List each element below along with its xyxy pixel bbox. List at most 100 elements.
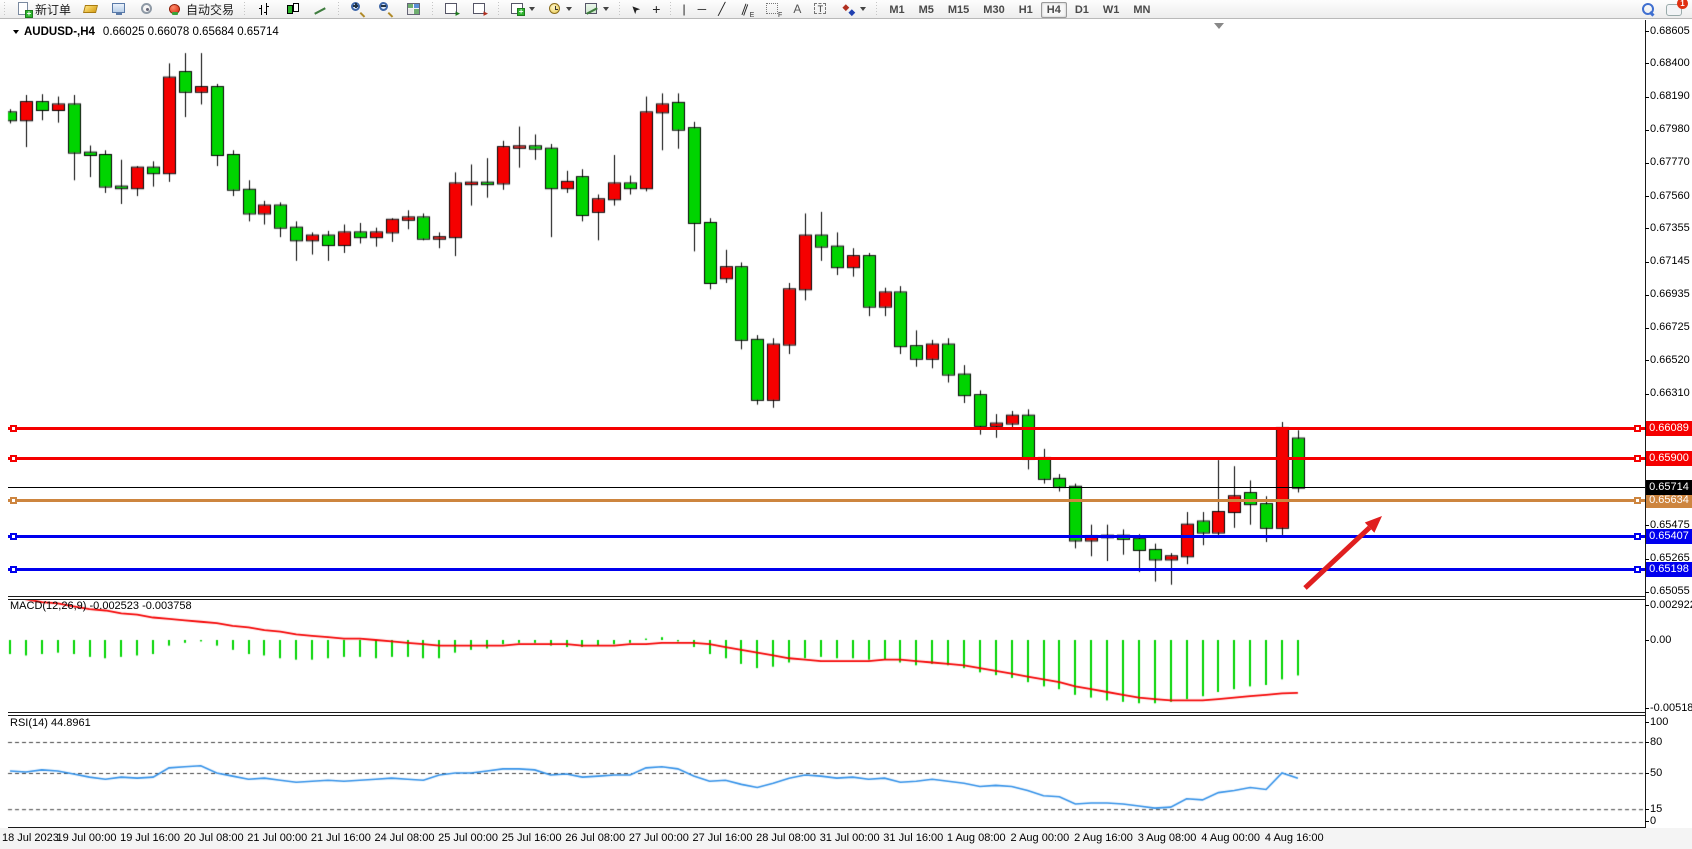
text-label-tool-button[interactable]: T xyxy=(808,1,834,18)
axis-tick xyxy=(1645,228,1649,230)
line-handle-resistance-2[interactable] xyxy=(10,454,17,462)
horizontal-line-tool-button[interactable]: ─ xyxy=(693,1,712,18)
tile-windows-button[interactable] xyxy=(401,1,427,18)
trend-arrow-annotation[interactable] xyxy=(0,20,1692,849)
time-axis-label: 27 Jul 00:00 xyxy=(628,832,689,844)
market-watch-button[interactable] xyxy=(78,1,104,18)
hline-support-1[interactable] xyxy=(8,534,1645,538)
candlestick-chart-button[interactable] xyxy=(279,1,305,18)
fibonacci-tool-button[interactable]: F xyxy=(760,1,786,19)
price-axis-label: 0.67145 xyxy=(1650,255,1690,268)
time-axis-label: 18 Jul 2023 xyxy=(2,832,59,844)
timeframe-button-m15[interactable]: M15 xyxy=(947,4,970,16)
equidistant-channel-tool-button[interactable]: ∥ E xyxy=(732,1,758,19)
new-order-button[interactable]: + 新订单 xyxy=(11,1,76,18)
price-tag-resistance-2: 0.65900 xyxy=(1646,450,1692,466)
time-axis[interactable] xyxy=(0,828,1692,849)
zoom-in-icon xyxy=(350,1,366,17)
axis-tick xyxy=(1645,525,1649,527)
auto-trading-icon xyxy=(167,1,183,17)
timeframe-button-m5[interactable]: M5 xyxy=(918,4,934,16)
time-axis-label: 25 Jul 16:00 xyxy=(501,832,562,844)
axis-tick xyxy=(1645,605,1649,606)
chevron-down-icon xyxy=(566,7,573,11)
vertical-line-tool-button[interactable]: | xyxy=(677,1,690,18)
timeframe-button-w1[interactable]: W1 xyxy=(1102,4,1120,16)
channel-icon: ∥ E xyxy=(740,1,755,19)
price-axis-label: 0.67355 xyxy=(1650,221,1690,234)
zoom-out-button[interactable] xyxy=(373,1,399,18)
axis-tick xyxy=(1645,809,1649,811)
price-axis-line xyxy=(1645,20,1646,828)
hline-resistance-1[interactable] xyxy=(8,426,1645,430)
timeframe-button-h1[interactable]: H1 xyxy=(1018,4,1033,16)
price-axis-label: 0.67770 xyxy=(1650,156,1690,169)
time-axis-label: 25 Jul 00:00 xyxy=(438,832,499,844)
trendline-tool-button[interactable]: ╱ xyxy=(713,1,730,18)
line-handle-resistance-2[interactable] xyxy=(1634,454,1641,462)
chart-canvas[interactable] xyxy=(0,20,1692,849)
search-icon[interactable] xyxy=(1640,1,1656,17)
pane-separator[interactable] xyxy=(8,715,1645,716)
axis-tick xyxy=(1645,196,1649,198)
line-handle-support-2[interactable] xyxy=(10,565,17,573)
line-handle-pivot[interactable] xyxy=(1634,496,1641,504)
line-handle-support-1[interactable] xyxy=(10,532,17,540)
chevron-down-icon xyxy=(603,7,610,11)
axis-tick xyxy=(1645,393,1649,395)
axis-tick xyxy=(1645,742,1649,743)
auto-trading-button[interactable]: 自动交易 xyxy=(162,1,239,18)
auto-trading-label: 自动交易 xyxy=(186,2,235,17)
line-handle-support-1[interactable] xyxy=(1634,532,1641,540)
timeframe-button-m30[interactable]: M30 xyxy=(983,4,1005,16)
line-handle-pivot[interactable] xyxy=(10,496,17,504)
hline-bid-price[interactable] xyxy=(8,487,1645,489)
line-handle-resistance-1[interactable] xyxy=(1634,424,1641,432)
hline-resistance-2[interactable] xyxy=(8,456,1645,460)
timeframe-button-m1[interactable]: M1 xyxy=(889,4,905,16)
arrows-tool-button[interactable]: ◆ ◆ xyxy=(836,1,871,18)
templates-button[interactable] xyxy=(579,1,614,18)
axis-tick xyxy=(1645,640,1649,641)
text-tool-button[interactable]: A xyxy=(788,1,806,18)
timeframe-button-d1[interactable]: D1 xyxy=(1074,4,1089,16)
time-axis-label: 1 Aug 08:00 xyxy=(946,832,1006,844)
toolbar-grip xyxy=(3,2,7,16)
bar-chart-button[interactable] xyxy=(251,1,277,18)
auto-scroll-button[interactable]: ▸ xyxy=(439,1,465,18)
line-handle-support-2[interactable] xyxy=(1634,565,1641,573)
axis-tick xyxy=(1645,129,1649,131)
chart-shift-button[interactable]: ▸ xyxy=(467,1,493,18)
indicator-axis-label: 80 xyxy=(1650,735,1663,748)
pane-separator[interactable] xyxy=(8,712,1645,713)
bar-chart-icon xyxy=(256,1,272,17)
line-chart-button[interactable] xyxy=(307,1,333,18)
cursor-tool-button[interactable]: ➤ xyxy=(626,1,645,18)
hline-support-2[interactable] xyxy=(8,567,1645,571)
periods-button[interactable] xyxy=(542,1,577,18)
timeframe-button-mn[interactable]: MN xyxy=(1133,4,1151,16)
trendline-icon: ╱ xyxy=(718,2,726,16)
chat-icon[interactable]: 1 xyxy=(1666,0,1688,16)
line-handle-resistance-1[interactable] xyxy=(10,424,17,432)
time-axis-label: 3 Aug 08:00 xyxy=(1137,832,1197,844)
main-toolbar: + 新订单 自动交易 ▸ ▸ + ➤ + | ─ ╱ ∥ E F A T ◆ ◆ M… xyxy=(0,0,1692,19)
chart-shift-marker[interactable] xyxy=(1214,23,1224,29)
pane-separator[interactable] xyxy=(8,596,1645,597)
cursor-icon: ➤ xyxy=(628,1,644,17)
timeframe-group: M1 M5 M15 M30 H1 H4 D1 W1 MN xyxy=(882,0,1157,18)
price-axis-label: 0.66935 xyxy=(1650,288,1690,301)
pane-separator[interactable] xyxy=(8,599,1645,600)
zoom-in-button[interactable] xyxy=(345,1,371,18)
price-tag-support-1: 0.65407 xyxy=(1646,528,1692,544)
timeframe-button-h4[interactable]: H4 xyxy=(1040,2,1067,18)
terminal-icon xyxy=(111,1,127,17)
price-tag-pivot: 0.65634 xyxy=(1646,492,1692,508)
crosshair-tool-button[interactable]: + xyxy=(647,1,665,18)
hline-pivot[interactable] xyxy=(8,498,1645,502)
indicators-button[interactable]: + xyxy=(505,1,540,18)
signals-button[interactable] xyxy=(134,1,160,18)
indicator-axis-label: 100 xyxy=(1650,715,1669,728)
collapse-caret-icon[interactable] xyxy=(13,30,19,34)
terminal-button[interactable] xyxy=(106,1,132,18)
